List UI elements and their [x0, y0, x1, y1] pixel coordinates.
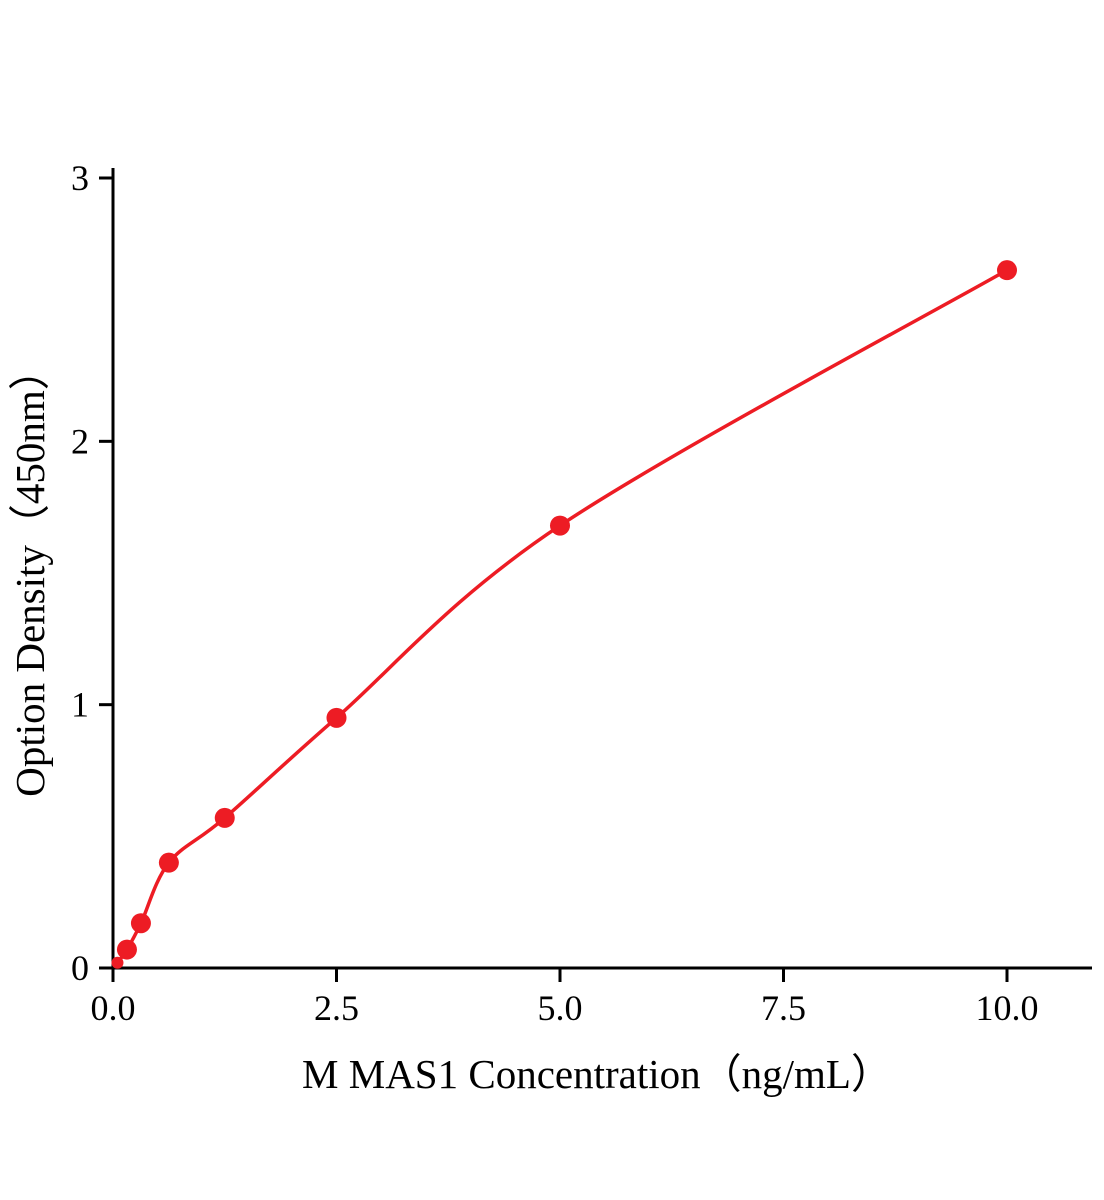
data-point: [130, 913, 151, 934]
data-point: [158, 852, 179, 873]
axes: [111, 168, 1092, 970]
x-tick-label: 10.0: [976, 988, 1039, 1028]
data-point: [326, 707, 347, 728]
x-axis-label: M MAS1 Concentration（ng/mL）: [302, 1051, 892, 1097]
x-tick-label: 7.5: [761, 988, 806, 1028]
data-point: [111, 956, 124, 969]
x-tick-label: 0.0: [91, 988, 136, 1028]
axis-tick-labels: 0.0 2.5 5.0 7.5 10.0 0 1 2 3: [71, 158, 1039, 1028]
y-axis-label: Option Density（450nm）: [7, 349, 53, 797]
axis-ticks: [99, 176, 1009, 982]
y-tick-label: 0: [71, 948, 89, 988]
data-points: [111, 260, 1017, 969]
x-tick-label: 5.0: [538, 988, 583, 1028]
y-tick-label: 1: [71, 685, 89, 725]
data-point: [997, 260, 1017, 281]
data-point: [214, 807, 235, 828]
data-point: [550, 515, 570, 536]
y-tick-label: 2: [71, 421, 89, 461]
fit-curve-path: [115, 268, 1009, 965]
data-point: [116, 939, 137, 960]
y-tick-label: 3: [71, 158, 89, 198]
x-tick-label: 2.5: [314, 988, 359, 1028]
fit-curve: [115, 268, 1009, 965]
